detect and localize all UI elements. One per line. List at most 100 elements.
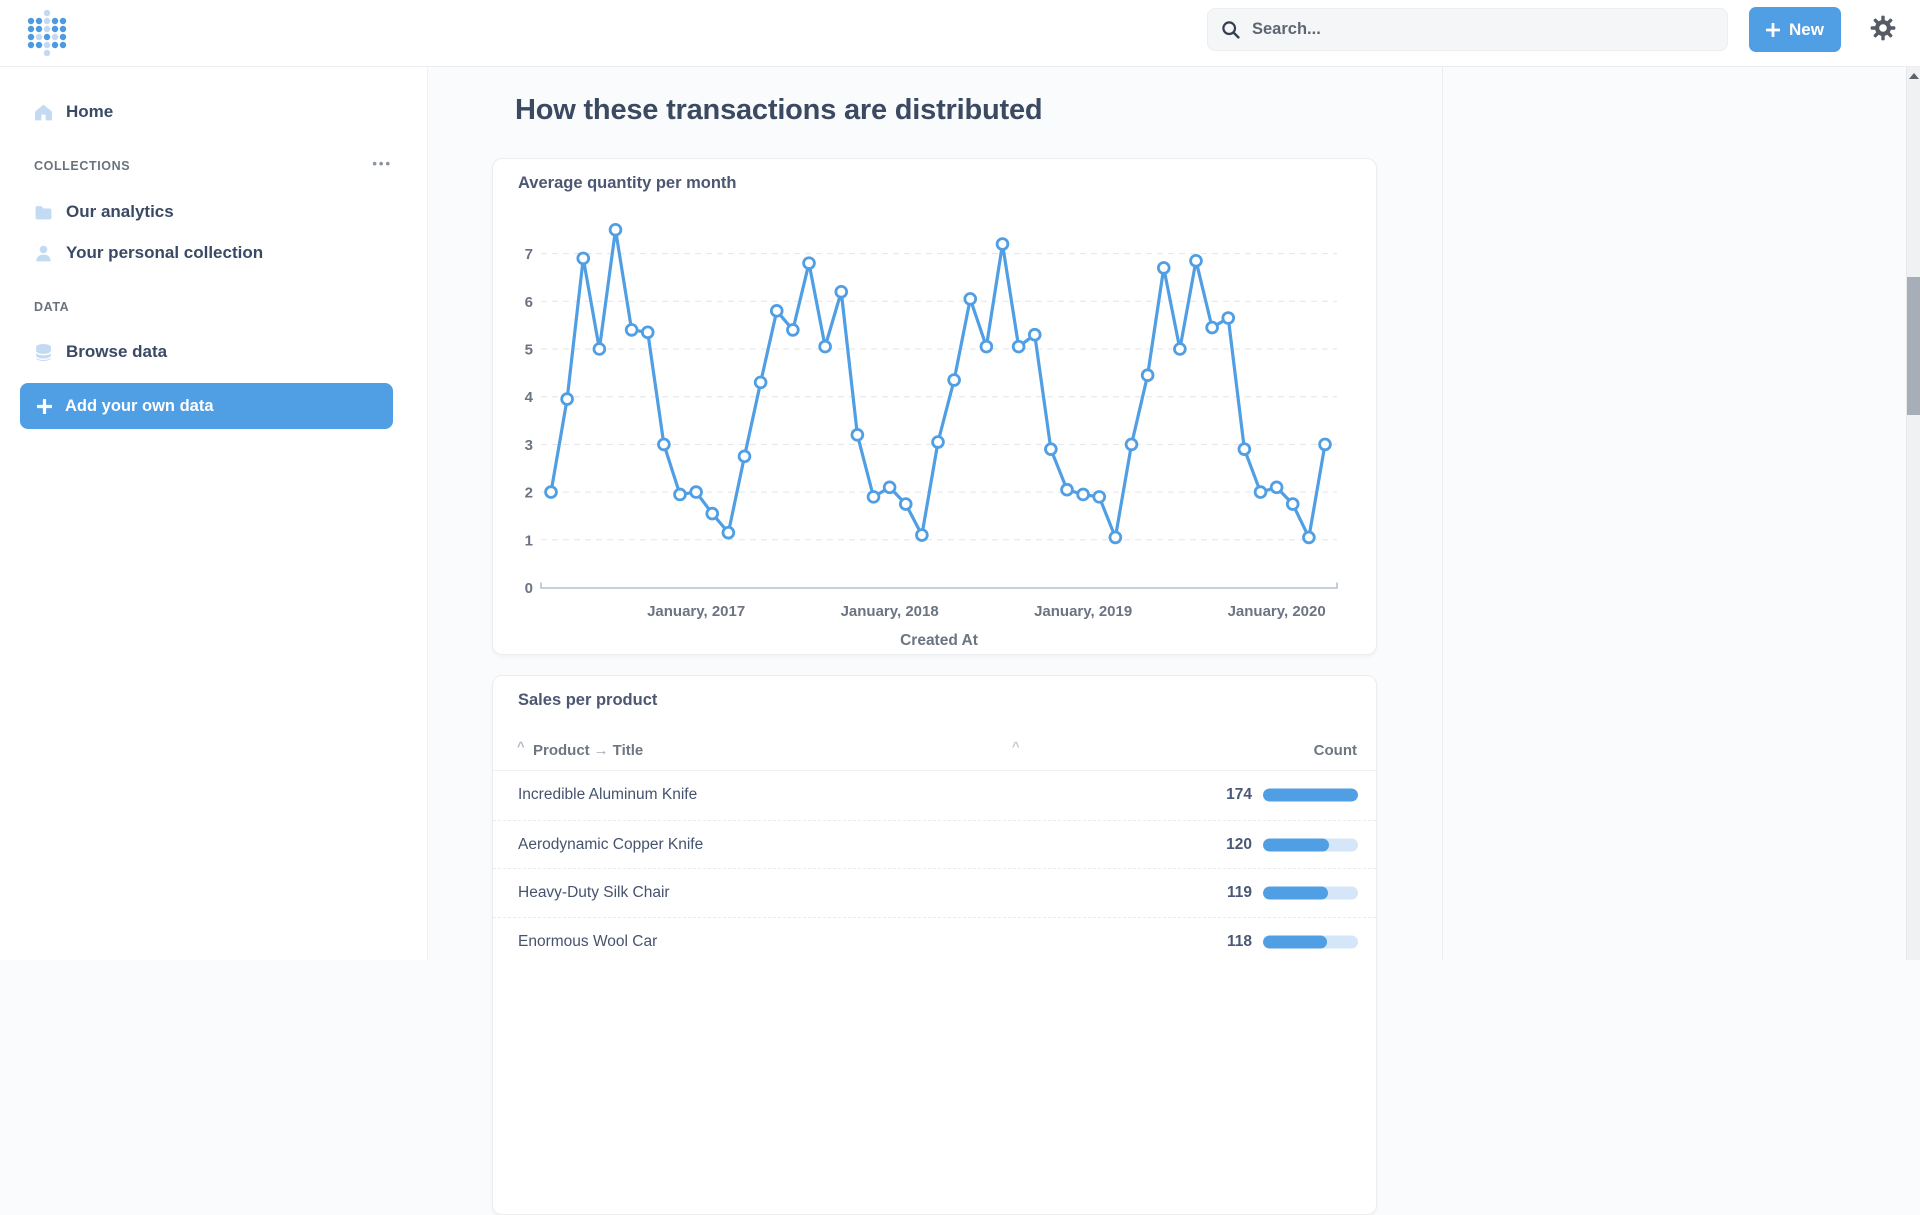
data-point — [657, 437, 671, 452]
data-point — [1027, 327, 1042, 342]
scroll-up-arrow[interactable] — [1909, 73, 1919, 79]
search-input[interactable] — [1252, 20, 1727, 39]
sort-caret-icon[interactable]: ^ — [517, 739, 525, 754]
series-line — [549, 228, 1327, 540]
data-point — [1011, 339, 1026, 354]
home-icon — [35, 104, 52, 120]
data-point — [1285, 497, 1300, 511]
column-header-count[interactable]: Count — [1313, 742, 1357, 759]
collections-menu-icon[interactable]: ••• — [372, 156, 392, 171]
metabase-logo[interactable] — [24, 9, 70, 57]
data-point — [1076, 487, 1090, 502]
data-point — [608, 222, 623, 237]
y-axis-tick-label: 2 — [525, 485, 533, 502]
chart-card: 0 1 2 3 4 5 6 7 January, 2017 January, 2018 Januar… — [492, 158, 1377, 655]
data-point — [1060, 482, 1074, 497]
scrollbar-thumb[interactable] — [1907, 277, 1920, 415]
data-point — [850, 428, 865, 442]
search-bar[interactable] — [1207, 8, 1728, 51]
data-point — [737, 449, 752, 464]
top-navbar: New — [0, 0, 1920, 67]
x-axis-tick-label: January, 2018 — [841, 603, 939, 620]
table-header-row: ^ Product → Title ^ Count — [493, 733, 1376, 771]
search-icon — [1222, 20, 1240, 39]
count-bar-fill — [1263, 788, 1358, 802]
sidebar-item-label: Home — [66, 102, 114, 121]
database-icon — [35, 343, 52, 361]
data-point — [1269, 480, 1284, 495]
data-point — [753, 375, 768, 390]
y-axis-tick-label: 3 — [525, 437, 533, 454]
add-your-own-data-button[interactable]: Add your own data — [20, 383, 393, 429]
sidebar-item-our-analytics[interactable]: Our analytics — [34, 196, 174, 228]
data-point — [544, 485, 558, 499]
count-bar-track — [1263, 838, 1358, 852]
data-point — [898, 497, 913, 511]
sales-table-card: Sales per product ^ Product → Title ^ Coun… — [492, 675, 1377, 1215]
table-row[interactable]: Enormous Wool Car 118 — [493, 917, 1376, 966]
sidebar-item-label: Our analytics — [66, 202, 174, 221]
table-row[interactable]: Aerodynamic Copper Knife 120 — [493, 819, 1376, 869]
plus-icon — [1766, 22, 1781, 37]
table-row[interactable]: Heavy-Duty Silk Chair 119 — [493, 868, 1376, 917]
data-point — [1092, 490, 1107, 504]
x-axis-title: Created At — [900, 632, 978, 649]
data-point — [1173, 342, 1187, 356]
y-axis-tick-label: 0 — [525, 580, 533, 597]
folder-icon — [35, 205, 52, 219]
chart-card-title[interactable]: Average quantity per month — [518, 174, 737, 192]
plus-icon — [37, 398, 52, 414]
data-point — [963, 292, 978, 306]
data-point — [624, 323, 639, 337]
product-name-cell[interactable]: Incredible Aluminum Knife — [518, 786, 698, 804]
x-axis-line — [540, 582, 1338, 589]
mid-sort-caret-icon[interactable]: ^ — [1012, 739, 1020, 754]
data-point — [1318, 437, 1332, 452]
product-label: Product — [533, 742, 590, 759]
data-point — [786, 323, 800, 337]
dashboard-title: How these transactions are distributed — [515, 94, 1043, 126]
sidebar-item-browse-data[interactable]: Browse data — [34, 336, 167, 368]
x-axis-tick-label: January, 2019 — [1034, 603, 1132, 620]
person-icon — [36, 245, 51, 261]
data-point — [640, 325, 655, 340]
sidebar-item-home[interactable]: Home — [34, 96, 113, 128]
data-point — [560, 392, 574, 406]
data-point — [705, 506, 720, 521]
sidebar-item-personal-collection[interactable]: Your personal collection — [34, 237, 263, 269]
y-axis-tick-label: 6 — [525, 294, 533, 311]
add-data-label: Add your own data — [65, 396, 214, 415]
product-name-cell[interactable]: Heavy-Duty Silk Chair — [518, 884, 670, 902]
collections-section-header: COLLECTIONS — [34, 159, 131, 173]
new-button-label: New — [1789, 19, 1824, 39]
data-point — [979, 339, 994, 354]
data-point — [1221, 311, 1236, 325]
title-label: Title — [612, 742, 644, 759]
data-point — [1253, 485, 1268, 499]
data-point — [592, 342, 607, 356]
product-name-cell[interactable]: Enormous Wool Car — [518, 932, 658, 950]
count-bar-fill — [1263, 886, 1328, 900]
sidebar: Home COLLECTIONS ••• Our analytics Your … — [0, 67, 428, 960]
table-card-title[interactable]: Sales per product — [518, 691, 658, 709]
data-point — [576, 251, 591, 266]
data-point — [689, 485, 703, 499]
x-axis-tick-label: January, 2020 — [1228, 603, 1326, 620]
y-axis-tick-label: 5 — [525, 342, 533, 359]
column-header-product-title[interactable]: Product → Title — [533, 742, 643, 759]
data-point — [931, 435, 945, 449]
data-section-header: DATA — [34, 300, 70, 314]
table-row[interactable]: Incredible Aluminum Knife 174 — [493, 771, 1376, 820]
data-point — [769, 304, 784, 318]
y-axis-tick-label: 7 — [525, 246, 533, 263]
y-axis-tick-label: 1 — [525, 532, 533, 549]
settings-gear-icon[interactable] — [1868, 13, 1898, 43]
product-name-cell[interactable]: Aerodynamic Copper Knife — [518, 835, 704, 853]
data-point — [1189, 253, 1203, 268]
content-right-divider — [1442, 67, 1443, 960]
y-axis-tick-label: 4 — [525, 389, 534, 406]
data-point — [1044, 442, 1058, 456]
new-button[interactable]: New — [1749, 7, 1841, 52]
data-point — [802, 256, 816, 270]
data-point — [1108, 530, 1123, 545]
